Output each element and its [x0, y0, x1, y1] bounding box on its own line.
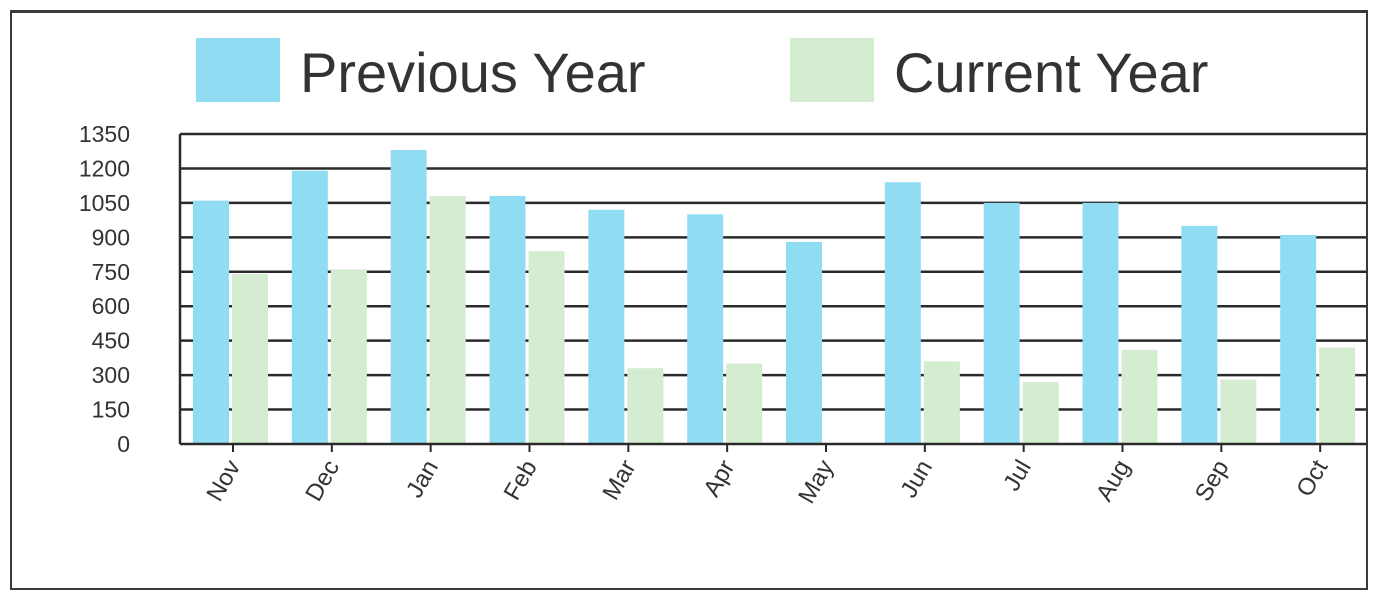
x-tick-label: May: [793, 456, 839, 509]
bar-previous-year-may: [786, 241, 822, 444]
y-tick-label: 750: [92, 259, 130, 285]
bar-current-year-nov: [232, 274, 268, 444]
bar-previous-year-apr: [687, 214, 724, 444]
x-tick-label: Jun: [895, 456, 938, 503]
bar-current-year-mar: [627, 368, 664, 444]
bar-current-year-jul: [1022, 382, 1059, 444]
bar-current-year-apr: [726, 363, 763, 444]
bar-current-year-dec: [330, 269, 367, 444]
bar-previous-year-feb: [489, 196, 526, 444]
legend: Previous Year Current Year: [196, 38, 1208, 104]
y-tick-label: 450: [92, 328, 130, 354]
x-axis-ticks: Nov Dec Jan Feb Mar Apr May Jun Jul Aug Sep Oct: [201, 444, 1334, 509]
x-tick-label: Aug: [1091, 456, 1136, 506]
y-tick-label: 600: [92, 293, 130, 319]
x-tick-label: Sep: [1190, 456, 1235, 506]
x-tick-label: Dec: [300, 456, 345, 506]
y-tick-label: 300: [92, 362, 130, 388]
legend-label: Previous Year: [300, 41, 646, 104]
bar-current-year-aug: [1121, 349, 1158, 444]
x-tick-label: Oct: [1291, 455, 1333, 501]
bar-previous-year-sep: [1181, 225, 1218, 444]
axes: [178, 134, 1366, 446]
bar-current-year-sep: [1220, 379, 1257, 444]
bar-previous-year-mar: [588, 209, 625, 444]
y-tick-label: 0: [117, 431, 130, 457]
bar-current-year-oct: [1319, 347, 1356, 444]
legend-swatch: [790, 38, 874, 102]
bar-previous-year-dec: [291, 170, 328, 445]
x-tick-label: Jan: [401, 456, 444, 503]
gridlines: [180, 132, 1366, 411]
legend-swatch: [196, 38, 280, 102]
x-tick-label: Feb: [499, 456, 543, 505]
bar-previous-year-jul: [983, 202, 1020, 444]
bars: [193, 150, 1356, 445]
y-tick-label: 150: [92, 397, 130, 423]
bar-current-year-feb: [528, 251, 565, 444]
x-tick-label: Jul: [998, 456, 1037, 496]
y-tick-label: 900: [92, 224, 130, 250]
x-tick-label: Mar: [597, 456, 641, 505]
y-tick-label: 1200: [79, 155, 130, 181]
bar-current-year-jun: [923, 361, 960, 444]
bar-previous-year-nov: [193, 200, 229, 444]
bar-current-year-jan: [429, 196, 466, 444]
y-tick-label: 1050: [79, 190, 130, 216]
x-tick-label: Apr: [698, 456, 740, 502]
y-tick-label: 1350: [79, 121, 130, 147]
bar-previous-year-oct: [1280, 235, 1317, 444]
legend-label: Current Year: [894, 41, 1208, 104]
bar-previous-year-jan: [390, 150, 427, 444]
x-tick-label: Nov: [201, 456, 246, 506]
bar-previous-year-aug: [1082, 202, 1119, 444]
bar-previous-year-jun: [884, 182, 921, 444]
y-axis-ticks: 0 150 300 450 600 750 900 1050 1200 1350: [79, 121, 130, 457]
